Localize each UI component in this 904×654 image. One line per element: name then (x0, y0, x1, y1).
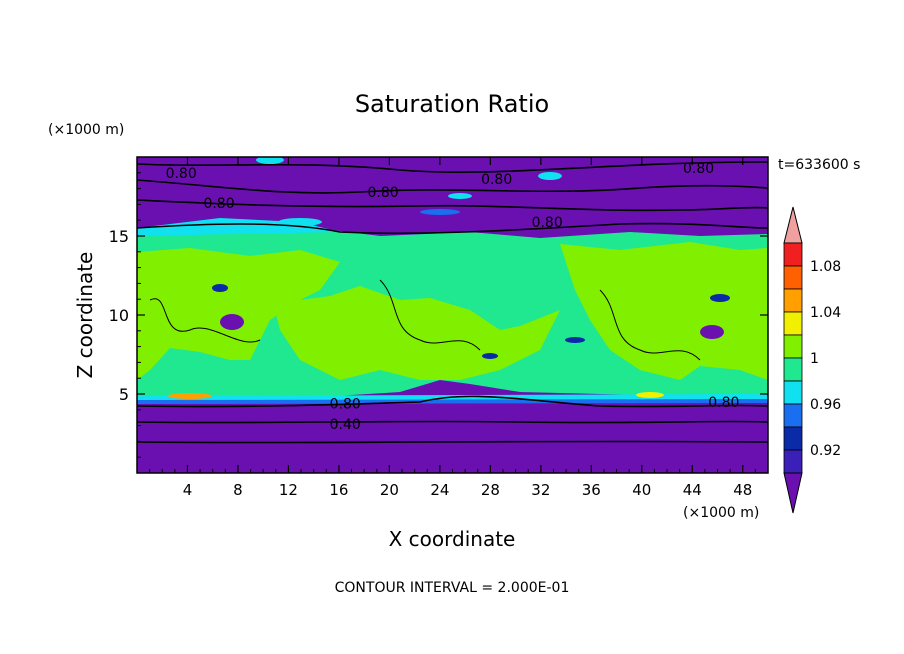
x-tick-label: 48 (733, 481, 752, 499)
x-tick-label: 32 (531, 481, 550, 499)
colorbar-tick-label: 0.96 (810, 397, 841, 413)
contour-line-lower-3 (137, 440, 768, 444)
y-unit-label: (×1000 m) (48, 122, 124, 138)
colorbar-box (783, 334, 803, 359)
upper-patch-4 (278, 218, 322, 226)
x-unit-label: (×1000 m) (683, 505, 759, 521)
contour-field (137, 157, 768, 473)
supersat-spot-1 (168, 393, 212, 399)
colorbar-box (783, 242, 803, 267)
contour-line-top (137, 161, 768, 174)
contour-lines-fine (149, 279, 701, 361)
contour-label: 0.80 (708, 395, 739, 411)
colorbar-box (783, 403, 803, 428)
contour-label: 0.40 (330, 417, 361, 433)
green-region-right (560, 242, 768, 380)
colorbar-tick-label: 0.92 (810, 443, 841, 459)
contour-label: 0.80 (368, 185, 399, 201)
contour-line-lower-1 (137, 395, 768, 408)
colorbar-box (783, 288, 803, 313)
contour-label: 0.80 (532, 215, 563, 231)
x-tick-label: 40 (632, 481, 651, 499)
colorbar-box (783, 311, 803, 336)
x-tick-label: 8 (233, 481, 243, 499)
y-axis-label: Z coordinate (73, 252, 97, 379)
x-tick-label: 44 (683, 481, 702, 499)
contour-label: 0.80 (203, 196, 234, 212)
colorbar-box (783, 357, 803, 382)
x-tick-label: 24 (430, 481, 449, 499)
contour-line-cloud-base (137, 222, 768, 235)
green-region-left (137, 248, 340, 380)
colorbar-tick-label: 1.08 (810, 259, 841, 275)
x-tick-label: 16 (329, 481, 348, 499)
contour-labels: 0.80 0.80 0.80 0.80 0.80 0.80 0.80 0.40 0.80 (166, 161, 740, 433)
dry-spot-5 (565, 337, 585, 343)
chart-title: Saturation Ratio (355, 90, 549, 118)
x-tick-label: 36 (582, 481, 601, 499)
contour-line-lower-2 (137, 420, 768, 424)
colorbar-lower-extend (783, 472, 803, 514)
x-tick-label: 20 (380, 481, 399, 499)
y-axis-ticks: 5 10 15 (109, 172, 768, 458)
colorbar-tick-label: 1 (810, 351, 819, 367)
x-tick-label: 28 (481, 481, 500, 499)
x-axis-label: X coordinate (389, 527, 516, 551)
colorbar-box (783, 265, 803, 290)
blue-bottom-edge (137, 399, 768, 404)
colorbar-tick-label: 1.04 (810, 305, 841, 321)
x-axis-ticks: 4 8 12 16 20 24 28 32 36 40 44 48 (149, 157, 756, 499)
x-tick-label: 12 (279, 481, 298, 499)
contour-label: 0.80 (330, 396, 361, 412)
dry-spot-6 (482, 353, 498, 359)
colorbar-box (783, 380, 803, 405)
colorbar-upper-extend (783, 206, 803, 244)
dry-spot-1 (220, 314, 244, 330)
dry-spot-3 (212, 284, 228, 292)
contour-line-upper (137, 179, 768, 194)
time-label: t=633600 s (778, 157, 860, 173)
contour-label: 0.80 (166, 166, 197, 182)
y-tick-label: 15 (109, 227, 129, 246)
contour-lines (137, 161, 768, 444)
colorbar-box (783, 426, 803, 451)
upper-patch-1 (256, 157, 284, 164)
x-tick-label: 4 (183, 481, 193, 499)
contour-line-upper-2 (137, 199, 768, 212)
upper-patch-2 (538, 172, 562, 180)
dry-spot-2 (700, 325, 724, 339)
contour-interval-footer: CONTOUR INTERVAL = 2.000E-01 (335, 580, 570, 596)
contour-label: 0.80 (481, 172, 512, 188)
y-tick-label: 10 (109, 306, 129, 325)
y-tick-label: 5 (119, 385, 129, 404)
colorbar-box (783, 449, 803, 474)
contour-label: 0.80 (683, 161, 714, 177)
upper-patch-3 (420, 209, 460, 215)
supersat-spot-2 (636, 392, 664, 398)
colorbar: 0.92 0.96 1 1.04 1.08 (783, 206, 841, 514)
upper-patch-5 (448, 193, 472, 199)
dry-spot-4 (710, 294, 730, 302)
